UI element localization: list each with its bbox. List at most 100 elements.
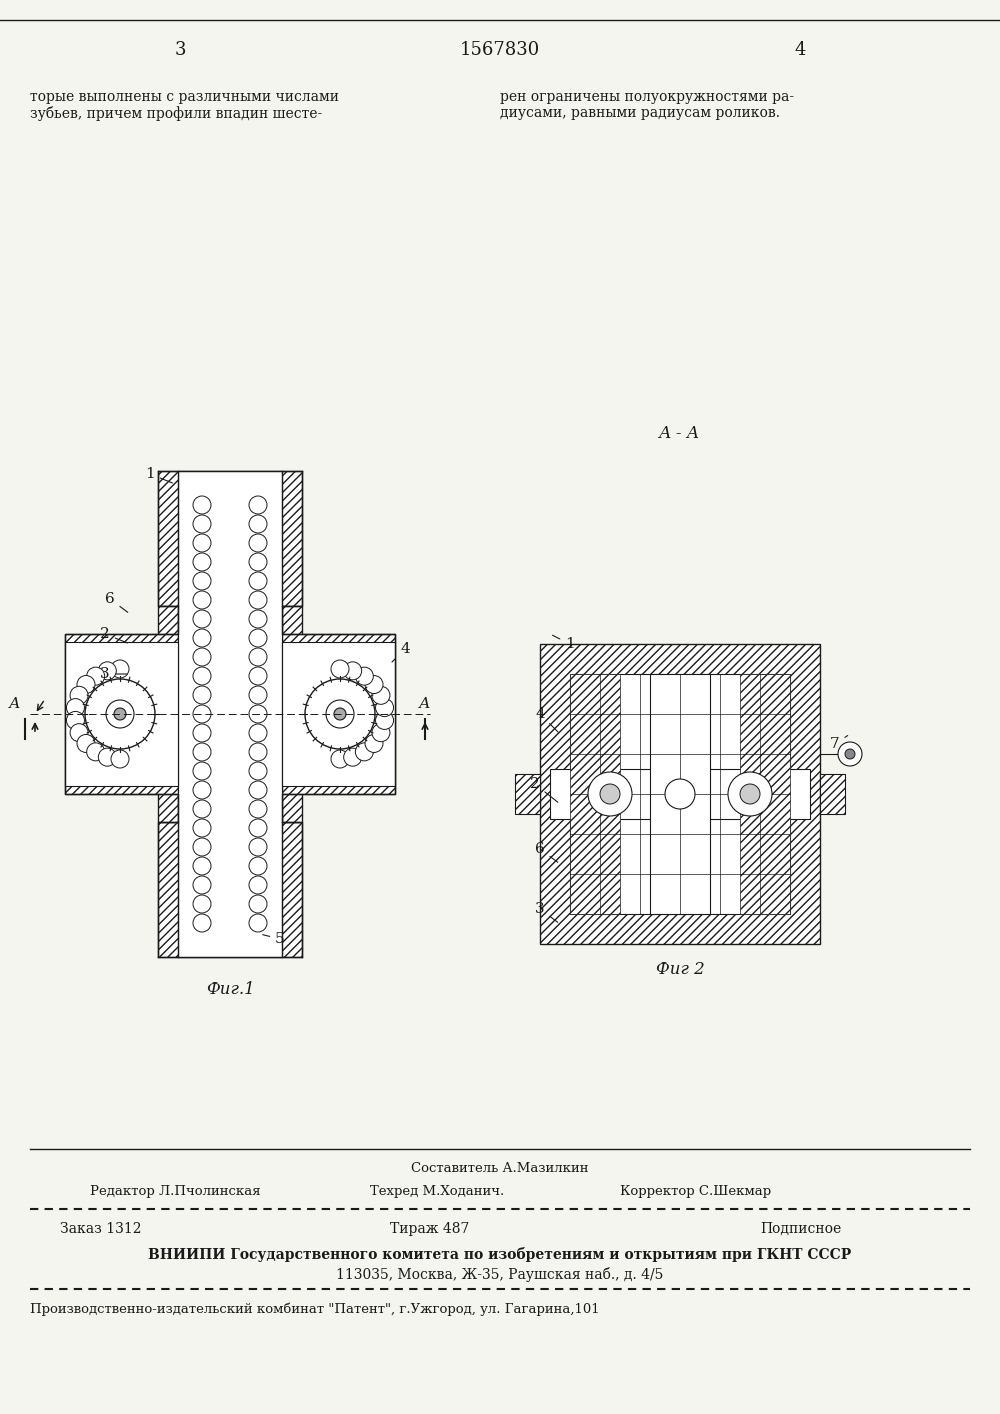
Circle shape	[87, 667, 105, 686]
Circle shape	[249, 629, 267, 648]
Text: А - А: А - А	[659, 426, 701, 443]
Circle shape	[111, 749, 129, 768]
Circle shape	[193, 609, 211, 628]
Circle shape	[193, 913, 211, 932]
Circle shape	[87, 742, 105, 761]
Circle shape	[365, 734, 383, 752]
Circle shape	[66, 699, 84, 717]
Circle shape	[249, 648, 267, 666]
Circle shape	[111, 660, 129, 677]
Circle shape	[376, 711, 394, 730]
Circle shape	[249, 819, 267, 837]
Circle shape	[193, 877, 211, 894]
Text: 2: 2	[530, 778, 558, 802]
Circle shape	[193, 648, 211, 666]
Circle shape	[249, 515, 267, 533]
Circle shape	[588, 772, 632, 816]
Bar	[282, 633, 395, 795]
Circle shape	[344, 748, 362, 766]
Bar	[178, 471, 282, 957]
Text: Подписное: Подписное	[760, 1222, 841, 1236]
Circle shape	[249, 609, 267, 628]
Circle shape	[193, 553, 211, 571]
Circle shape	[344, 662, 362, 680]
Text: 1567830: 1567830	[460, 41, 540, 59]
Circle shape	[331, 749, 349, 768]
Text: Техред М.Ходанич.: Техред М.Ходанич.	[370, 1185, 504, 1199]
Bar	[282, 607, 302, 822]
Circle shape	[249, 534, 267, 551]
Text: ВНИИПИ Государственного комитета по изобретениям и открытиям при ГКНТ СССР: ВНИИПИ Государственного комитета по изоб…	[148, 1247, 852, 1261]
Bar	[820, 773, 845, 814]
Circle shape	[98, 748, 116, 766]
Text: 3: 3	[535, 902, 558, 922]
Circle shape	[193, 839, 211, 855]
Text: 6: 6	[535, 841, 558, 863]
Circle shape	[355, 667, 373, 686]
Bar	[570, 674, 790, 913]
Circle shape	[331, 660, 349, 677]
Circle shape	[249, 724, 267, 742]
Circle shape	[249, 742, 267, 761]
Circle shape	[66, 711, 84, 730]
Text: торые выполнены с различными числами
зубьев, причем профили впадин шесте-: торые выполнены с различными числами зуб…	[30, 90, 339, 122]
Circle shape	[193, 496, 211, 515]
Circle shape	[249, 573, 267, 590]
Circle shape	[372, 686, 390, 704]
Circle shape	[70, 686, 88, 704]
Circle shape	[845, 749, 855, 759]
Circle shape	[193, 800, 211, 819]
Circle shape	[193, 591, 211, 609]
Text: 4: 4	[535, 707, 558, 732]
Text: Заказ 1312: Заказ 1312	[60, 1222, 142, 1236]
Circle shape	[193, 573, 211, 590]
Circle shape	[740, 783, 760, 805]
Circle shape	[70, 724, 88, 742]
Text: Фиг.1: Фиг.1	[206, 980, 254, 997]
Circle shape	[665, 779, 695, 809]
Text: 6: 6	[105, 592, 128, 612]
Bar	[158, 607, 178, 822]
Bar	[282, 642, 395, 786]
Text: 3: 3	[100, 667, 127, 682]
Text: 1: 1	[552, 635, 575, 650]
Circle shape	[193, 857, 211, 875]
Bar	[515, 773, 540, 814]
Circle shape	[728, 772, 772, 816]
Circle shape	[249, 781, 267, 799]
Circle shape	[114, 708, 126, 720]
Circle shape	[249, 895, 267, 913]
Bar	[65, 633, 178, 795]
Text: 7: 7	[830, 735, 848, 751]
Text: Редактор Л.Пчолинская: Редактор Л.Пчолинская	[90, 1185, 261, 1199]
Circle shape	[249, 686, 267, 704]
Bar	[740, 674, 790, 913]
Text: 3: 3	[174, 41, 186, 59]
Text: 1: 1	[145, 467, 172, 484]
Bar	[65, 642, 178, 786]
Text: А: А	[419, 697, 431, 711]
Circle shape	[77, 676, 95, 693]
Circle shape	[249, 706, 267, 723]
Circle shape	[305, 679, 375, 749]
Circle shape	[365, 676, 383, 693]
Circle shape	[249, 591, 267, 609]
Circle shape	[838, 742, 862, 766]
Circle shape	[355, 742, 373, 761]
Text: 5: 5	[263, 932, 285, 946]
Text: Составитель А.Мазилкин: Составитель А.Мазилкин	[411, 1162, 589, 1175]
Circle shape	[372, 724, 390, 742]
Circle shape	[249, 839, 267, 855]
Circle shape	[249, 553, 267, 571]
Circle shape	[249, 496, 267, 515]
Circle shape	[193, 895, 211, 913]
Circle shape	[193, 706, 211, 723]
Circle shape	[249, 667, 267, 684]
Text: 4: 4	[794, 41, 806, 59]
Circle shape	[249, 857, 267, 875]
Circle shape	[98, 662, 116, 680]
Circle shape	[193, 781, 211, 799]
Bar	[158, 471, 302, 607]
Circle shape	[77, 734, 95, 752]
Circle shape	[193, 515, 211, 533]
